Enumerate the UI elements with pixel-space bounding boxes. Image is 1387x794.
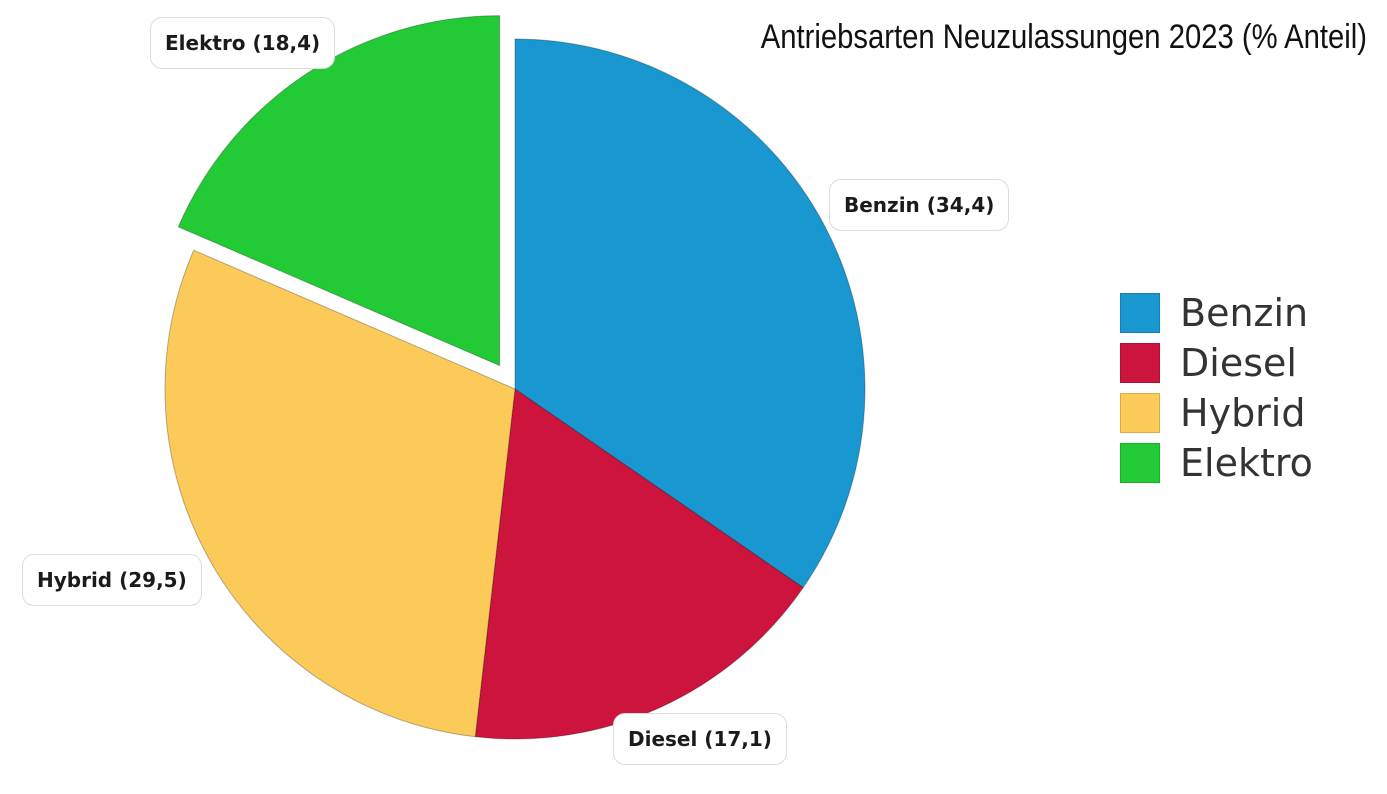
- data-label-diesel: Diesel (17,1): [613, 713, 787, 765]
- legend-item-elektro: Elektro: [1120, 438, 1313, 488]
- chart-title: Antriebsarten Neuzulassungen 2023 (% Ant…: [760, 18, 1367, 56]
- legend-item-hybrid: Hybrid: [1120, 388, 1313, 438]
- data-label-benzin: Benzin (34,4): [829, 179, 1010, 231]
- legend-label-diesel: Diesel: [1180, 341, 1297, 385]
- legend-swatch-diesel: [1120, 343, 1160, 383]
- legend-label-benzin: Benzin: [1180, 291, 1309, 335]
- legend-label-elektro: Elektro: [1180, 441, 1313, 485]
- legend: Benzin Diesel Hybrid Elektro: [1120, 288, 1313, 488]
- data-label-hybrid: Hybrid (29,5): [22, 554, 202, 606]
- pie-slice-elektro: [177, 15, 501, 367]
- pie-slice-diesel: [474, 388, 804, 740]
- legend-label-hybrid: Hybrid: [1180, 391, 1306, 435]
- data-label-elektro: Elektro (18,4): [150, 17, 336, 69]
- legend-swatch-hybrid: [1120, 393, 1160, 433]
- pie-slice-benzin: [514, 38, 866, 589]
- legend-swatch-elektro: [1120, 443, 1160, 483]
- legend-item-diesel: Diesel: [1120, 338, 1313, 388]
- pie-slice-hybrid: [164, 249, 516, 738]
- legend-item-benzin: Benzin: [1120, 288, 1313, 338]
- legend-swatch-benzin: [1120, 293, 1160, 333]
